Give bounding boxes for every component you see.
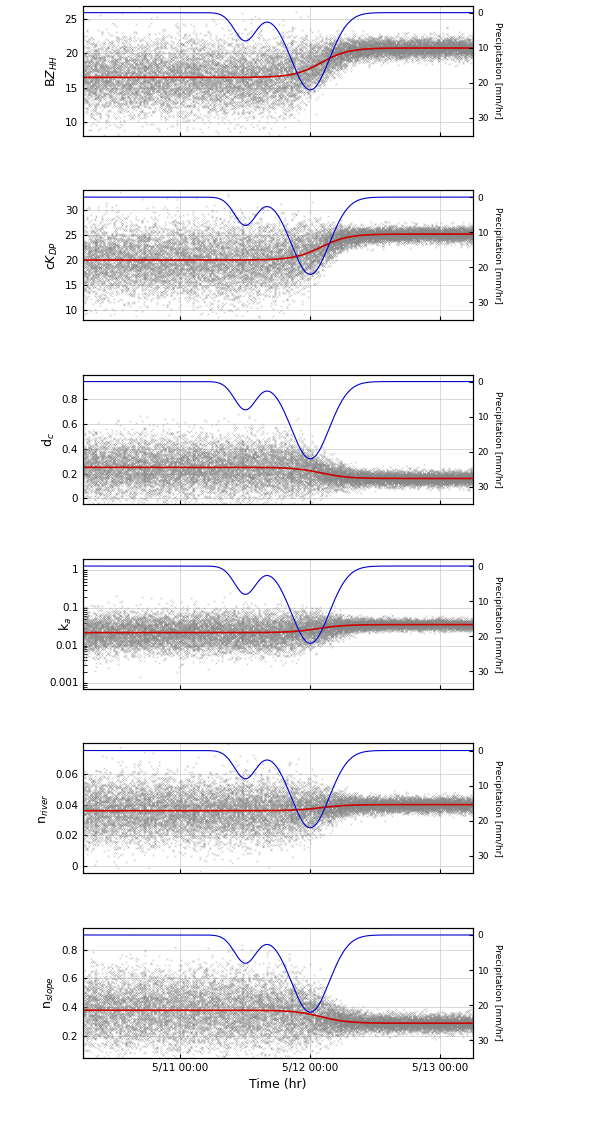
Y-axis label: c$K_{DP}$: c$K_{DP}$ [46,240,60,270]
Y-axis label: Precipitation [mm/hr]: Precipitation [mm/hr] [493,944,502,1041]
Y-axis label: Precipitation [mm/hr]: Precipitation [mm/hr] [493,760,502,857]
Y-axis label: n$_{river}$: n$_{river}$ [38,793,51,824]
Y-axis label: B$Z_{HH}$: B$Z_{HH}$ [46,55,60,86]
Y-axis label: Precipitation [mm/hr]: Precipitation [mm/hr] [493,391,502,489]
X-axis label: Time (hr): Time (hr) [249,1078,307,1092]
Y-axis label: d$_c$: d$_c$ [41,432,57,447]
Text: 0.01: 0.01 [56,640,79,650]
Text: 0.1: 0.1 [62,603,79,613]
Y-axis label: Precipitation [mm/hr]: Precipitation [mm/hr] [493,22,502,119]
Y-axis label: n$_{slope}$: n$_{slope}$ [42,976,57,1010]
Y-axis label: Precipitation [mm/hr]: Precipitation [mm/hr] [493,575,502,673]
Text: 1: 1 [72,565,79,575]
Text: 0.001: 0.001 [49,678,79,688]
Y-axis label: Precipitation [mm/hr]: Precipitation [mm/hr] [493,207,502,303]
Y-axis label: k$_a$: k$_a$ [57,617,74,631]
